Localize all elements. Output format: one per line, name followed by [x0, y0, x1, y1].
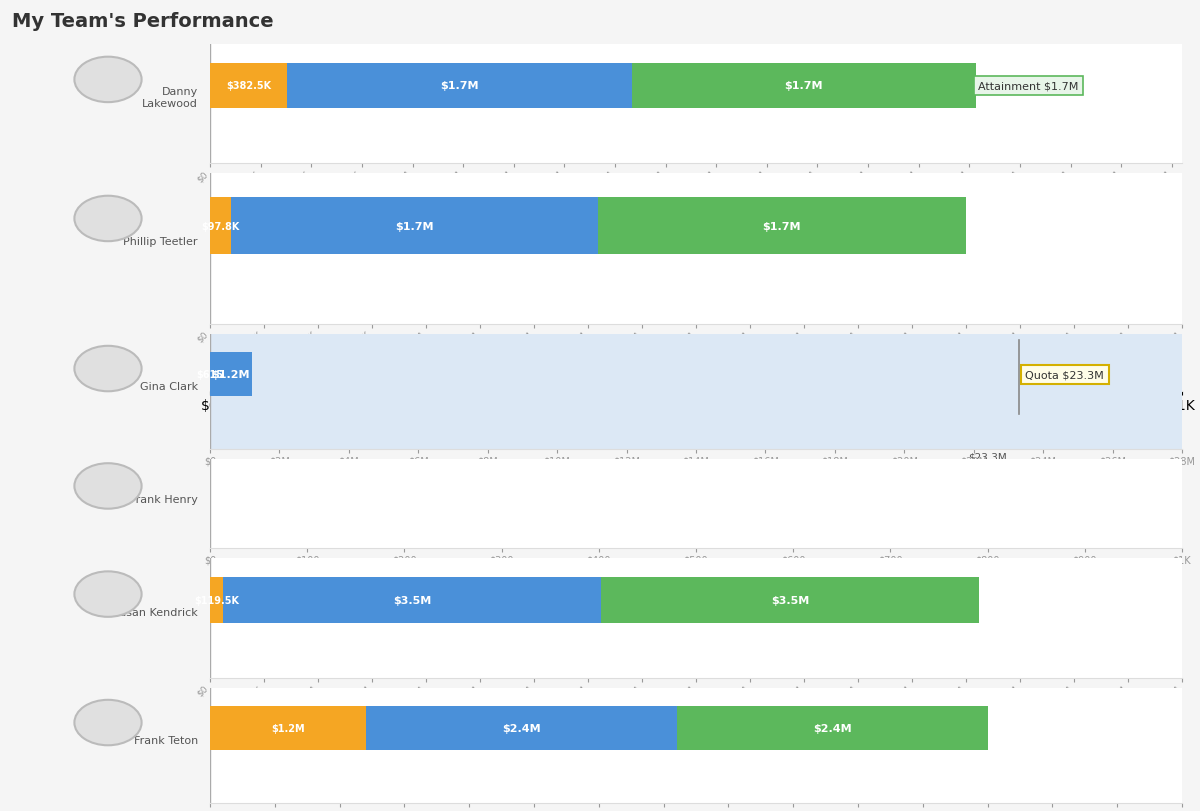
Text: $1.7M: $1.7M — [763, 221, 802, 232]
Text: $615: $615 — [197, 370, 223, 380]
Text: $1.2M: $1.2M — [271, 723, 305, 733]
Bar — [631, 63, 976, 109]
Bar — [601, 577, 979, 623]
Text: $1.7M: $1.7M — [396, 221, 434, 232]
Bar — [366, 706, 677, 750]
Text: My Team's Performance: My Team's Performance — [12, 12, 274, 31]
Bar — [210, 353, 252, 397]
Text: Quota $23.3M: Quota $23.3M — [1025, 370, 1104, 380]
Text: $3.5M: $3.5M — [392, 595, 431, 605]
Bar — [223, 577, 601, 623]
Text: $3.5M: $3.5M — [770, 595, 809, 605]
Text: Frank Henry: Frank Henry — [130, 495, 198, 504]
Bar — [210, 706, 366, 750]
Bar — [288, 63, 631, 109]
Text: $2.4M: $2.4M — [502, 723, 540, 733]
Text: Frank Teton: Frank Teton — [133, 735, 198, 744]
Text: $1.7M: $1.7M — [785, 81, 823, 92]
Text: $2.4M: $2.4M — [812, 723, 851, 733]
Text: $97.8K: $97.8K — [202, 221, 240, 232]
Text: $1.7M: $1.7M — [440, 81, 479, 92]
Text: Phillip Teetler: Phillip Teetler — [124, 237, 198, 247]
Text: Gina Clark: Gina Clark — [140, 381, 198, 391]
Text: $119.5K: $119.5K — [194, 595, 239, 605]
Text: $382.5K: $382.5K — [226, 81, 271, 92]
Text: Attainment $1.7M: Attainment $1.7M — [978, 81, 1079, 92]
Text: Danny
Lakewood: Danny Lakewood — [142, 88, 198, 109]
Bar — [599, 198, 966, 255]
Text: $1.2M: $1.2M — [211, 370, 250, 380]
Bar — [210, 577, 223, 623]
Bar — [210, 198, 232, 255]
Bar — [677, 706, 988, 750]
Bar — [232, 198, 599, 255]
Text: Susan Kendrick: Susan Kendrick — [113, 607, 198, 617]
Bar — [210, 63, 288, 109]
Text: $23.3M: $23.3M — [968, 452, 1007, 461]
